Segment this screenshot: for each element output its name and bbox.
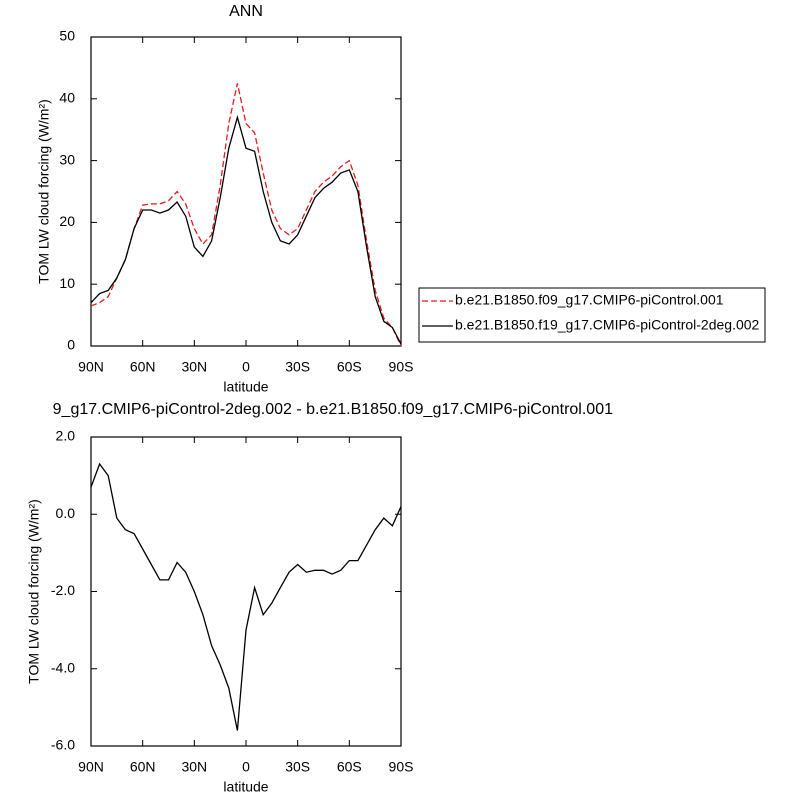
x-tick-label: 90N [78,759,104,775]
y-tick-label: -6.0 [51,737,75,753]
chart-title: ANN [229,3,263,20]
x-axis-label: latitude [223,379,268,395]
x-tick-label: 60S [337,359,362,375]
x-tick-label: 30S [285,759,310,775]
plot-frame [90,436,402,747]
x-tick-label: 90S [389,759,414,775]
y-tick-label: 2.0 [56,428,76,444]
y-tick-label: 10 [59,275,75,291]
x-tick-label: 30N [181,759,207,775]
series-line [90,114,402,345]
y-axis-label: TOM LW cloud forcing (W/m²) [26,499,42,684]
y-tick-label: 0.0 [56,505,76,521]
x-tick-label: 0 [242,359,250,375]
x-tick-label: 30S [285,359,310,375]
x-axis-label: latitude [223,779,268,795]
x-tick-label: 30N [181,359,207,375]
y-tick-label: -4.0 [51,659,75,675]
chart-title: 9_g17.CMIP6-piControl-2deg.002 - b.e21.B… [53,401,613,418]
series-line [90,462,402,731]
series-line [90,83,402,347]
y-tick-label: 40 [59,90,75,106]
legend-label: b.e21.B1850.f09_g17.CMIP6-piControl.001 [455,292,724,308]
plot-frame [90,36,402,347]
x-tick-label: 90S [389,359,414,375]
y-tick-label: 0 [67,337,75,353]
x-tick-label: 0 [242,759,250,775]
y-tick-label: 50 [59,28,75,44]
x-tick-label: 90N [78,359,104,375]
y-tick-label: -2.0 [51,582,75,598]
legend-box [418,287,766,343]
y-tick-label: 30 [59,151,75,167]
y-axis-label: TOM LW cloud forcing (W/m²) [36,99,52,284]
x-tick-label: 60N [130,759,156,775]
x-tick-label: 60S [337,759,362,775]
y-tick-label: 20 [59,213,75,229]
legend-label: b.e21.B1850.f19_g17.CMIP6-piControl-2deg… [455,317,760,333]
x-tick-label: 60N [130,359,156,375]
